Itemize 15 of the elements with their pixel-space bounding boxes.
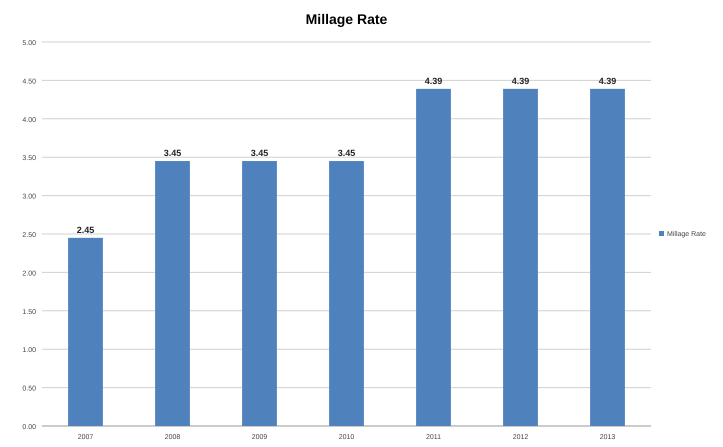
bar — [503, 88, 538, 426]
data-label: 3.45 — [250, 148, 268, 158]
data-label: 3.45 — [338, 148, 356, 158]
bar — [242, 161, 277, 426]
bar — [416, 88, 451, 426]
data-label: 4.39 — [512, 76, 530, 86]
data-label: 3.45 — [164, 148, 182, 158]
chart-title: Millage Rate — [306, 11, 388, 27]
data-label: 2.45 — [76, 224, 94, 235]
bar — [68, 238, 103, 426]
bar — [155, 161, 190, 426]
data-label: 4.39 — [424, 76, 442, 86]
bar — [329, 161, 364, 426]
bar — [590, 88, 625, 426]
data-label: 4.39 — [598, 76, 616, 86]
